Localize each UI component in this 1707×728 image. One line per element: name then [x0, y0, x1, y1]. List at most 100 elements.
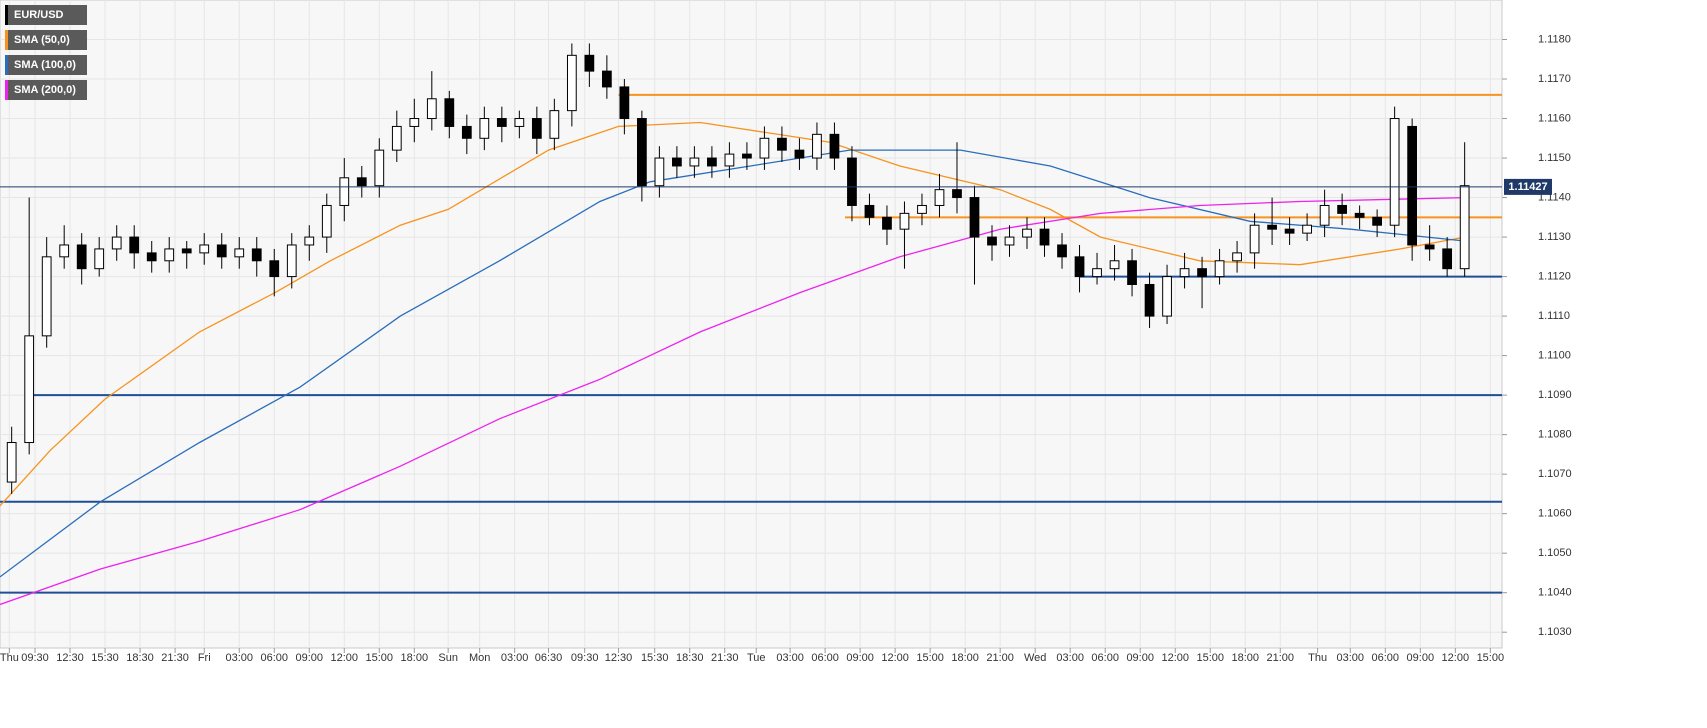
- x-tick-label: 09:00: [1407, 652, 1435, 664]
- candle-body: [1092, 268, 1102, 278]
- x-tick-label: 06:00: [260, 652, 288, 664]
- y-tick-label: 1.1130: [1538, 231, 1571, 243]
- x-tick-label: 18:00: [401, 652, 429, 664]
- candle-body: [1197, 268, 1207, 278]
- candle-body: [566, 54, 577, 112]
- candle-body: [374, 149, 385, 187]
- legend-label: SMA (200,0): [14, 84, 76, 96]
- x-tick-label: 12:00: [331, 652, 359, 664]
- candle-body: [917, 204, 927, 214]
- candle-body: [1442, 248, 1453, 270]
- x-tick-label: 15:00: [1477, 652, 1505, 664]
- y-tick-label: 1.1180: [1538, 33, 1571, 45]
- candle-body: [41, 256, 52, 337]
- candle-body: [987, 236, 997, 246]
- candle-body: [794, 149, 805, 159]
- x-tick-label: 06:00: [1372, 652, 1400, 664]
- sma-line: [0, 196, 1465, 606]
- x-tick-label: 12:00: [881, 652, 909, 664]
- candle-body: [269, 260, 280, 278]
- candle-body: [59, 244, 70, 258]
- candle-body: [1267, 224, 1277, 230]
- candle-body: [1039, 228, 1050, 246]
- x-tick-label: 09:00: [1126, 652, 1154, 664]
- x-tick-label: 12:00: [1442, 652, 1470, 664]
- x-tick-label: 06:00: [811, 652, 839, 664]
- candle-body: [584, 54, 595, 72]
- candle-body: [952, 189, 962, 199]
- x-tick-label: 12:30: [605, 652, 633, 664]
- candle-body: [76, 244, 87, 270]
- candle-body: [1284, 228, 1295, 234]
- x-tick-label: 15:30: [641, 652, 669, 664]
- legend-swatch: [5, 80, 8, 100]
- candle-body: [444, 98, 455, 127]
- candle-body: [1179, 268, 1190, 278]
- candle-body: [531, 118, 542, 139]
- candle-body: [251, 248, 262, 262]
- sma-line: [0, 149, 1465, 578]
- y-tick-label: 1.1070: [1538, 468, 1572, 480]
- x-tick-label: 15:00: [916, 652, 944, 664]
- candle-body: [1459, 185, 1470, 270]
- candle-body: [1389, 118, 1400, 226]
- y-tick-label: 1.1030: [1538, 626, 1572, 638]
- candle-body: [479, 118, 490, 139]
- candle-body: [689, 157, 700, 167]
- legend-box: [5, 5, 87, 25]
- candle-body: [1074, 256, 1085, 278]
- candle-body: [1354, 212, 1365, 218]
- candle-body: [1319, 204, 1330, 226]
- candle-body: [1022, 228, 1032, 238]
- candle-body: [216, 244, 227, 258]
- candle-body: [1144, 283, 1155, 317]
- candle-body: [199, 244, 210, 254]
- candle-body: [1424, 244, 1435, 250]
- x-tick-label: 15:30: [91, 652, 119, 664]
- x-tick-label: Sun: [438, 652, 458, 664]
- candle-body: [94, 248, 105, 270]
- candle-body: [111, 236, 122, 250]
- candle-body: [672, 157, 682, 167]
- x-tick-label: 09:00: [846, 652, 874, 664]
- candle-body: [934, 189, 945, 206]
- x-tick-label: 18:30: [126, 652, 154, 664]
- candle-body: [882, 216, 892, 230]
- x-tick-label: 09:00: [296, 652, 324, 664]
- candle-body: [24, 335, 35, 444]
- x-tick-label: 03:00: [501, 652, 529, 664]
- x-tick-label: 15:00: [1196, 652, 1224, 664]
- x-tick-label: 03:00: [1337, 652, 1365, 664]
- candle-body: [461, 125, 472, 139]
- x-tick-label: Wed: [1024, 652, 1046, 664]
- x-tick-label: 03:00: [225, 652, 253, 664]
- candle-body: [1214, 260, 1225, 278]
- candle-body: [724, 153, 735, 167]
- candle-body: [969, 197, 980, 238]
- candle-body: [759, 137, 770, 159]
- candle-body: [409, 118, 420, 127]
- y-tick-label: 1.1100: [1538, 350, 1571, 362]
- x-tick-label: 15:00: [366, 652, 394, 664]
- candle-body: [549, 110, 560, 139]
- candle-body: [426, 98, 437, 120]
- y-tick-label: 1.1060: [1538, 508, 1572, 520]
- x-tick-label: 03:00: [1056, 652, 1084, 664]
- sma-line: [0, 121, 1465, 507]
- candle-body: [6, 442, 17, 483]
- candle-body: [601, 70, 612, 88]
- candle-body: [777, 137, 787, 151]
- x-tick-label: 03:00: [776, 652, 804, 664]
- y-tick-label: 1.1120: [1538, 270, 1571, 282]
- candle-body: [304, 236, 315, 246]
- candle-body: [234, 248, 245, 258]
- x-tick-label: Fri: [198, 652, 211, 664]
- candle-body: [619, 86, 630, 120]
- candle-body: [847, 157, 857, 206]
- x-tick-label: 21:30: [161, 652, 189, 664]
- candle-body: [181, 248, 192, 254]
- candle-body: [1109, 260, 1120, 270]
- candle-body: [1407, 125, 1418, 246]
- plot-area: [0, 0, 1503, 649]
